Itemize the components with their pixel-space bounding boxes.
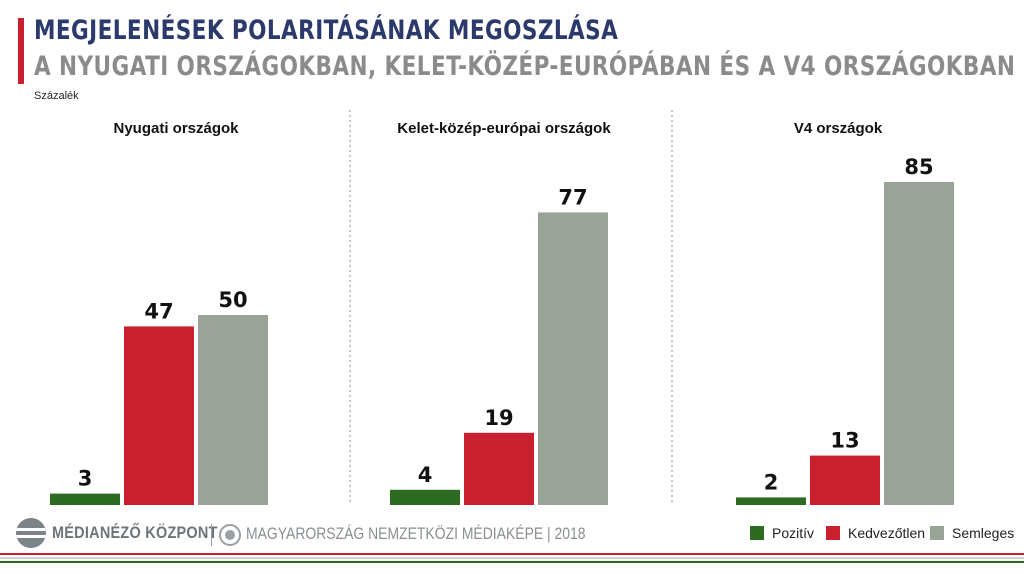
page-subtitle: A NYUGATI ORSZÁGOKBAN, KELET-KÖZÉP-EURÓP… bbox=[34, 51, 1016, 82]
bar-3-2 bbox=[810, 455, 880, 505]
legend-label: Pozitív bbox=[772, 525, 815, 541]
bar-2-3 bbox=[538, 212, 608, 505]
footer-logo-text: MÉDIANÉZŐ KÖZPONT bbox=[52, 523, 218, 542]
legend-label: Semleges bbox=[952, 525, 1015, 541]
page-title: MEGJELENÉSEK POLARITÁSÁNAK MEGOSZLÁSA bbox=[34, 15, 619, 46]
data-label-3-2: 13 bbox=[830, 429, 859, 453]
panel-title-3: V4 országok bbox=[794, 120, 883, 137]
footer-stripe-green bbox=[0, 561, 1024, 563]
footer-stripe-gray bbox=[0, 557, 1024, 559]
legend-swatch bbox=[750, 526, 764, 540]
legend-swatch bbox=[930, 526, 944, 540]
globe-icon bbox=[219, 524, 241, 546]
bar-1-3 bbox=[198, 315, 268, 505]
footer-stripe-red bbox=[0, 553, 1024, 555]
footer-logo: MÉDIANÉZŐ KÖZPONT bbox=[16, 518, 247, 548]
panel-title-2: Kelet-közép-európai országok bbox=[397, 120, 611, 137]
data-label-3-3: 85 bbox=[904, 155, 933, 179]
bar-3-3 bbox=[884, 182, 954, 505]
data-label-1-2: 47 bbox=[144, 299, 173, 323]
legend-item-pozitiv: Pozitív bbox=[750, 525, 814, 541]
legend-item-semleges: Semleges bbox=[930, 525, 1014, 541]
footer-separator bbox=[211, 524, 212, 546]
data-label-2-1: 4 bbox=[418, 463, 433, 487]
title-accent-bar bbox=[18, 18, 24, 84]
bar-1-1 bbox=[50, 493, 120, 505]
legend-item-kedvezotlen: Kedvezőtlen bbox=[826, 525, 925, 541]
bar-3-1 bbox=[736, 497, 806, 505]
data-label-3-1: 2 bbox=[764, 470, 779, 494]
legend-swatch bbox=[826, 526, 840, 540]
data-label-1-3: 50 bbox=[218, 288, 247, 312]
data-label-1-1: 3 bbox=[78, 467, 93, 491]
data-label-2-3: 77 bbox=[558, 185, 587, 209]
unit-label: Százalék bbox=[34, 90, 79, 102]
medianezo-logo-icon bbox=[16, 518, 46, 548]
data-label-2-2: 19 bbox=[484, 406, 513, 430]
bar-1-2 bbox=[124, 326, 194, 505]
bar-2-2 bbox=[464, 432, 534, 505]
panel-title-1: Nyugati országok bbox=[113, 120, 239, 137]
footer-tagline: MAGYARORSZÁG NEMZETKÖZI MÉDIAKÉPE | 2018 bbox=[246, 524, 586, 543]
bar-2-1 bbox=[390, 489, 460, 505]
legend-label: Kedvezőtlen bbox=[848, 525, 926, 541]
